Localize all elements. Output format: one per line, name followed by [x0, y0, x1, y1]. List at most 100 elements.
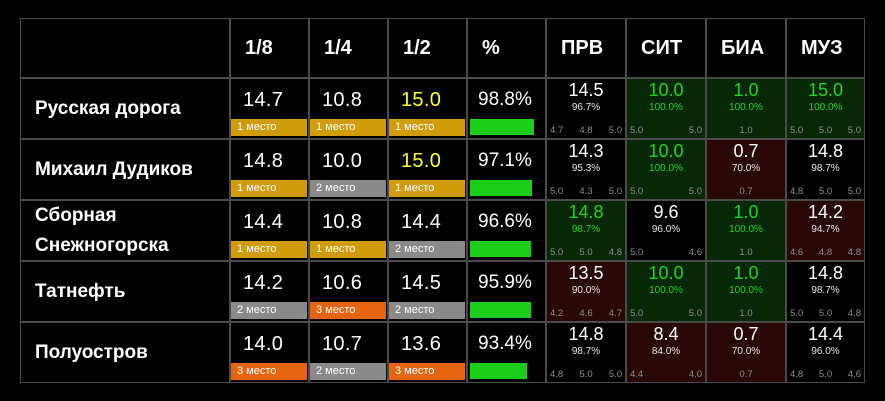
judge-mark: 5.0 — [608, 186, 622, 197]
judge-score: 1.0 — [733, 263, 759, 283]
round-score: 14.7 — [243, 89, 284, 111]
judge-score-cell: 10.0 100.0% 5.0 5.0 — [626, 139, 706, 200]
judge-mark: 5.0 — [630, 125, 644, 136]
judge-percent: 98.7% — [811, 285, 840, 296]
judge-score: 0.7 — [733, 141, 759, 161]
team-name: Михаил Дудиков — [20, 139, 230, 200]
judge-mark: 5.0 — [790, 125, 804, 136]
judge-marks: 4.8 5.0 4.6 — [790, 369, 861, 380]
judge-mark: 4.6 — [688, 247, 702, 258]
judge-mark: 4.8 — [579, 125, 593, 136]
judge-score: 14.3 — [568, 141, 604, 161]
round-score-cell: 10.0 2 место — [309, 139, 388, 200]
round-score: 14.4 — [401, 211, 442, 233]
judge-score: 14.2 — [807, 202, 844, 222]
judge-marks: 1.0 — [710, 125, 782, 136]
place-badge: 1 место — [310, 241, 386, 258]
round-score-cell: 14.7 1 место — [230, 78, 309, 139]
round-score-cell: 10.6 3 место — [309, 261, 388, 322]
judge-percent: 100.0% — [808, 102, 843, 113]
header-percent: % — [467, 18, 546, 78]
judge-mark: 4.8 — [790, 369, 804, 380]
judge-mark: 1.0 — [739, 125, 753, 136]
judge-score-cell: 1.0 100.0% 1.0 — [706, 78, 786, 139]
judge-mark: 4.3 — [579, 186, 593, 197]
judge-percent: 98.7% — [811, 163, 840, 174]
judge-score-cell: 1.0 100.0% 1.0 — [706, 261, 786, 322]
round-score: 14.8 — [243, 150, 284, 172]
judge-mark: 5.0 — [608, 125, 622, 136]
judge-percent: 100.0% — [729, 285, 763, 296]
header-corner — [20, 18, 230, 78]
judge-score: 9.6 — [653, 202, 679, 222]
round-score: 14.2 — [243, 272, 284, 294]
round-score-cell: 14.4 2 место — [388, 200, 467, 261]
round-score: 15.0 — [401, 89, 442, 111]
judge-score-cell: 14.8 98.7% 5.0 5.0 4.8 — [786, 261, 865, 322]
team-name-text: Сборная Снежногорска — [35, 204, 169, 256]
percent-progress-bar — [470, 302, 531, 318]
judge-score-cell: 13.5 90.0% 4.2 4.6 4.7 — [546, 261, 626, 322]
round-score: 14.5 — [401, 272, 442, 294]
judge-mark: 5.0 — [550, 186, 564, 197]
team-name-text: Михаил Дудиков — [35, 158, 193, 180]
percent-value: 97.1% — [478, 150, 532, 171]
judge-marks: 4.2 4.6 4.7 — [550, 308, 622, 319]
judge-mark: 4.8 — [847, 308, 861, 319]
judge-percent: 96.7% — [571, 102, 601, 113]
judge-mark: 5.0 — [630, 186, 644, 197]
judge-marks: 1.0 — [710, 247, 782, 258]
header-judge-muz: МУЗ — [786, 18, 865, 78]
judge-mark: 4.4 — [630, 369, 644, 380]
judge-score: 14.4 — [807, 324, 844, 344]
judge-score: 1.0 — [733, 80, 759, 100]
round-score-cell: 15.0 1 место — [388, 139, 467, 200]
judge-mark: 5.0 — [630, 308, 644, 319]
judge-score: 10.0 — [648, 263, 684, 283]
header-judge-sit: СИТ — [626, 18, 706, 78]
judge-score: 15.0 — [807, 80, 844, 100]
judge-score: 14.8 — [568, 202, 604, 222]
judge-marks: 4.6 4.8 4.8 — [790, 247, 861, 258]
team-name: Русская дорога — [20, 78, 230, 139]
judge-marks: 5.0 4.3 5.0 — [550, 186, 622, 197]
judge-mark: 4.6 — [847, 369, 861, 380]
round-score-cell: 14.0 3 место — [230, 322, 309, 383]
judge-score-cell: 0.7 70.0% 0.7 — [706, 139, 786, 200]
judge-percent: 98.7% — [571, 346, 601, 357]
place-badge: 2 место — [389, 241, 465, 258]
header-round-1-2: 1/2 — [388, 18, 467, 78]
judge-marks: 4.7 4.8 5.0 — [550, 125, 622, 136]
judge-percent: 96.0% — [811, 346, 840, 357]
round-score-cell: 14.8 1 место — [230, 139, 309, 200]
percent-value: 93.4% — [478, 333, 532, 354]
round-score-cell: 14.5 2 место — [388, 261, 467, 322]
judge-mark: 5.0 — [550, 247, 564, 258]
scoreboard: 1/8 1/4 1/2 % ПРВ СИТ БИА МУЗ Русская до… — [20, 18, 865, 384]
judge-score-cell: 1.0 100.0% 1.0 — [706, 200, 786, 261]
judge-mark: 1.0 — [739, 308, 753, 319]
percent-progress-bar — [470, 363, 527, 379]
judge-mark: 4.2 — [550, 308, 564, 319]
percent-value: 95.9% — [478, 272, 532, 293]
judge-score: 0.7 — [733, 324, 759, 344]
judge-mark: 5.0 — [847, 186, 861, 197]
judge-mark: 5.0 — [818, 369, 833, 380]
place-badge: 3 место — [231, 363, 307, 380]
judge-percent: 96.0% — [651, 224, 681, 235]
judge-score-cell: 14.3 95.3% 5.0 4.3 5.0 — [546, 139, 626, 200]
judge-mark: 4.7 — [608, 308, 622, 319]
judge-score: 14.8 — [807, 263, 844, 283]
judge-percent: 98.7% — [571, 224, 601, 235]
percent-value: 98.8% — [478, 89, 532, 110]
percent-cell: 93.4% — [467, 322, 546, 383]
judge-mark: 5.0 — [818, 125, 833, 136]
judge-marks: 5.0 5.0 4.8 — [550, 247, 622, 258]
place-badge: 2 место — [389, 302, 465, 319]
judge-mark: 5.0 — [818, 308, 833, 319]
judge-marks: 5.0 5.0 4.8 — [790, 308, 861, 319]
round-score: 10.8 — [322, 211, 363, 233]
judge-score-cell: 14.8 98.7% 4.8 5.0 5.0 — [786, 139, 865, 200]
percent-progress-bar — [470, 180, 532, 196]
judge-mark: 4.8 — [550, 369, 564, 380]
